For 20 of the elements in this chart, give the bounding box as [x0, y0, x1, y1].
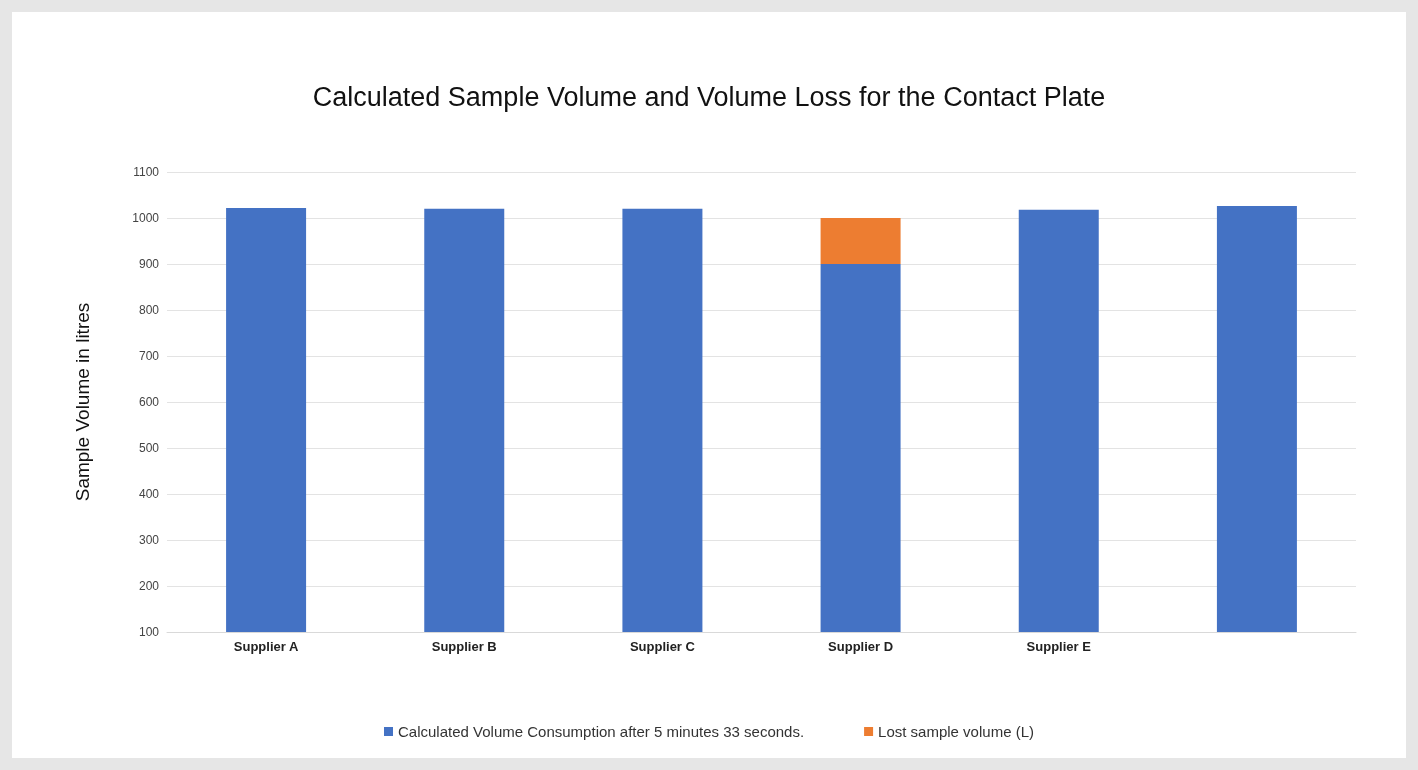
legend-label: Lost sample volume (L) [878, 723, 1034, 740]
y-tick-label: 100 [138, 625, 160, 639]
y-axis-title: Sample Volume in litres [72, 302, 93, 502]
legend-label: Calculated Volume Consumption after 5 minutes 33 seconds. [398, 723, 805, 740]
x-tick-label: Supplier D [828, 639, 894, 654]
y-tick-label: 500 [138, 441, 160, 455]
y-tick-label: 800 [138, 303, 160, 317]
x-tick-label: Supplier B [431, 639, 497, 654]
x-tick-label: Supplier A [233, 639, 299, 654]
y-tick-label: 600 [138, 395, 160, 409]
y-tick-label: 400 [138, 487, 160, 501]
y-tick-label: 200 [138, 579, 160, 593]
chart-title: Calculated Sample Volume and Volume Loss for the Contact Plate [312, 81, 1106, 112]
y-tick-label: 1100 [133, 165, 160, 179]
y-tick-label: 300 [138, 533, 160, 547]
y-tick-label: 900 [138, 257, 160, 271]
y-tick-label: 700 [138, 349, 160, 363]
x-tick-label: Supplier C [629, 639, 696, 654]
x-tick-label: Supplier E [1026, 639, 1092, 654]
y-tick-label: 1000 [132, 211, 160, 225]
